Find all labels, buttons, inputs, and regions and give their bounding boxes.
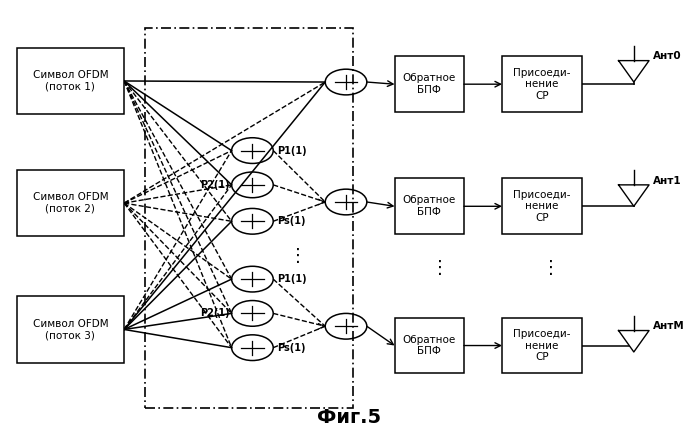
Bar (145, 29, 353, 408)
Text: Символ OFDM
(поток 2): Символ OFDM (поток 2) (33, 192, 108, 214)
Text: Присоеди-
нение
СР: Присоеди- нение СР (513, 68, 570, 101)
Text: P2(1): P2(1) (201, 309, 230, 319)
Text: Обратное
БПФ: Обратное БПФ (403, 335, 456, 356)
Polygon shape (619, 185, 649, 206)
Bar (394, 318, 464, 373)
Text: ⋮: ⋮ (542, 260, 560, 277)
Text: Фиг.5: Фиг.5 (317, 408, 382, 427)
Bar (394, 178, 464, 234)
Text: АнтМ: АнтМ (654, 321, 685, 331)
Text: Присоеди-
нение
СР: Присоеди- нение СР (513, 329, 570, 362)
Text: ⋮: ⋮ (289, 247, 306, 265)
Text: P1(1): P1(1) (277, 145, 306, 156)
Text: Присоеди-
нение
СР: Присоеди- нение СР (513, 190, 570, 223)
Text: P1(1): P1(1) (277, 274, 306, 284)
Bar (17, 48, 124, 114)
Text: Ps(1): Ps(1) (277, 216, 305, 226)
Text: P2(1): P2(1) (201, 180, 230, 190)
Polygon shape (619, 331, 649, 352)
Bar (17, 296, 124, 363)
Polygon shape (619, 61, 649, 82)
Text: Символ OFDM
(поток 1): Символ OFDM (поток 1) (33, 70, 108, 92)
Bar (502, 318, 582, 373)
Text: Ант1: Ант1 (654, 176, 682, 186)
Text: ⋮: ⋮ (431, 260, 449, 277)
Text: Обратное
БПФ: Обратное БПФ (403, 73, 456, 95)
Text: Ps(1): Ps(1) (277, 343, 305, 353)
Text: Символ OFDM
(поток 3): Символ OFDM (поток 3) (33, 319, 108, 340)
Bar (17, 170, 124, 236)
Bar (502, 56, 582, 112)
Text: Обратное
БПФ: Обратное БПФ (403, 195, 456, 217)
Text: Ант0: Ант0 (654, 51, 682, 61)
Bar (502, 178, 582, 234)
Bar (394, 56, 464, 112)
